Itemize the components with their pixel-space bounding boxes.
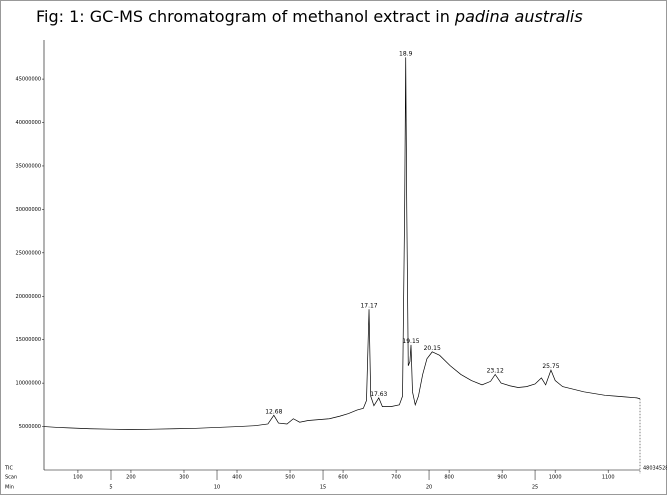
scan-tick-label: 300 [179,475,189,481]
peak-label: 17.63 [370,391,387,398]
scan-tick-label: 1000 [549,475,562,481]
peak-label: 20.15 [424,345,441,352]
peak-label: 18.9 [399,50,413,57]
scan-tick-label: 500 [285,475,295,481]
trace-label: TIC [4,466,14,472]
peak-label: 19.15 [402,338,419,345]
trace-line [43,57,641,430]
min-tick-label: 20 [426,485,432,491]
peak-label: 17.17 [360,302,377,309]
title-italic: padina australis [454,7,583,26]
scan-tick-label: 800 [444,475,454,481]
scan-tick-label: 200 [126,475,136,481]
scan-tick-label: 100 [73,475,83,481]
y-tick-label: 40000000 [16,120,41,126]
peak-label: 23.12 [487,367,504,374]
scan-tick-label: 900 [497,475,507,481]
y-tick-label: 20000000 [16,294,41,300]
peak-label: 12.68 [265,408,282,415]
chart-title: Fig: 1: GC-MS chromatogram of methanol e… [36,7,583,26]
scan-tick-label: 700 [391,475,401,481]
y-tick-label: 30000000 [16,207,41,213]
y-tick-label: 35000000 [16,163,41,169]
y-tick-label: 10000000 [16,381,41,387]
min-tick-label: 10 [214,485,220,491]
y-tick-label: 45000000 [16,77,41,83]
y-tick-label: 25000000 [16,250,41,256]
scale-max-label: 48034528 [643,466,667,472]
y-tick-label: 15000000 [16,337,41,343]
scan-tick-label: 600 [338,475,348,481]
title-text: Fig: 1: GC-MS chromatogram of methanol e… [36,7,455,26]
peak-label: 25.75 [542,363,559,370]
y-tick-label: 5000000 [19,424,41,430]
min-label: Min [5,485,14,491]
min-tick-label: 25 [532,485,538,491]
min-tick-label: 15 [320,485,326,491]
min-tick-label: 5 [109,485,112,491]
scan-tick-label: 1100 [602,475,615,481]
scan-tick-label: 400 [232,475,242,481]
scan-label: Scan [5,475,17,481]
